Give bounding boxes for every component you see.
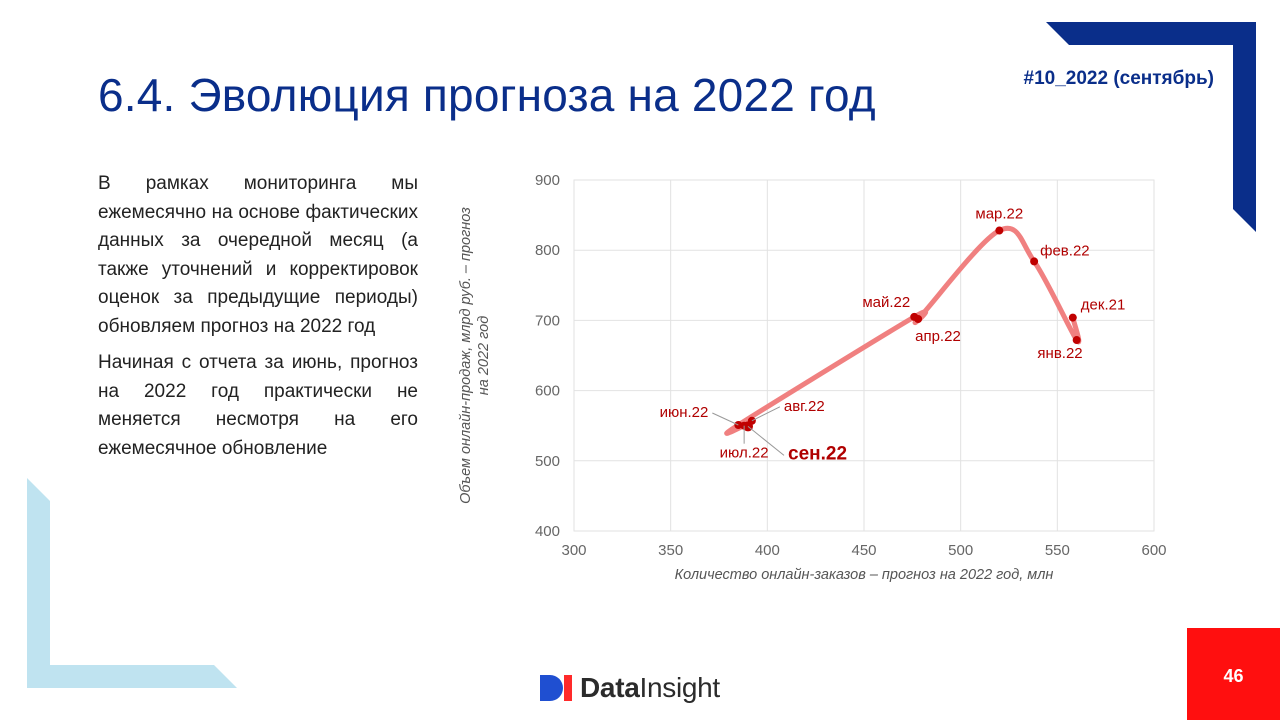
- y-tick-label: 900: [535, 172, 560, 189]
- data-label: июн.22: [660, 404, 709, 421]
- y-tick-label: 400: [535, 523, 560, 540]
- data-point: [1030, 257, 1039, 266]
- data-point: [1072, 336, 1081, 345]
- series-line: [724, 225, 1082, 436]
- light-blue-corner-shape: [27, 478, 237, 688]
- chart-area: 300 350 400 450 500 550 600 400 500 600 700 800 900 К…: [440, 160, 1200, 600]
- y-tick-label: 700: [535, 312, 560, 329]
- logo-text: DataInsight: [580, 672, 720, 704]
- data-label: апр.22: [915, 328, 961, 345]
- y-tick-label: 500: [535, 453, 560, 470]
- paragraph-2: Начиная с отчета за июнь, прогноз на 202…: [98, 352, 418, 459]
- data-label: янв.22: [1037, 345, 1082, 362]
- data-label: фев.22: [1040, 242, 1090, 259]
- logo-mark-icon: [540, 675, 572, 701]
- page-title: 6.4. Эволюция прогноза на 2022 год: [98, 69, 876, 121]
- page-number: 46: [1223, 666, 1244, 686]
- x-tick-label: 600: [1141, 542, 1166, 559]
- y-axis-title: Объем онлайн-продаж, млрд руб. – прогноз…: [458, 207, 492, 504]
- report-tag: #10_2022 (сентябрь): [1023, 68, 1215, 89]
- data-label: июл.22: [720, 445, 769, 462]
- paragraph-1: В рамках мониторинга мы ежемесячно на ос…: [98, 173, 418, 337]
- x-axis-title: Количество онлайн-заказов – прогноз на 2…: [675, 567, 1054, 583]
- y-tick-label: 800: [535, 242, 560, 259]
- data-point: [995, 226, 1004, 235]
- logo-text-thin: Insight: [639, 672, 721, 703]
- x-tick-label: 500: [948, 542, 973, 559]
- data-point: [910, 312, 919, 321]
- y-tick-label: 600: [535, 383, 560, 400]
- page-number-box: [1187, 628, 1280, 720]
- leader-line: [747, 426, 785, 456]
- leader-line: [712, 412, 739, 426]
- x-tick-label: 350: [658, 542, 683, 559]
- logo-text-bold: Data: [580, 672, 640, 703]
- data-label: дек.21: [1081, 297, 1126, 314]
- data-label: сен.22: [788, 443, 847, 464]
- leader-line: [751, 406, 781, 422]
- scatter-chart: 300 350 400 450 500 550 600 400 500 600 700 800 900 К…: [458, 172, 1167, 583]
- x-tick-label: 300: [561, 542, 586, 559]
- brand-logo: DataInsight: [540, 672, 720, 704]
- data-label: авг.22: [784, 398, 825, 415]
- description-text: В рамках мониторинга мы ежемесячно на ос…: [98, 170, 418, 471]
- plot-frame: [573, 179, 1155, 532]
- x-tick-label: 450: [851, 542, 876, 559]
- data-point: [1068, 313, 1077, 322]
- data-point: [734, 420, 743, 429]
- data-label: мар.22: [975, 206, 1023, 223]
- data-label: май.22: [862, 294, 910, 311]
- x-tick-label: 550: [1045, 542, 1070, 559]
- x-tick-label: 400: [755, 542, 780, 559]
